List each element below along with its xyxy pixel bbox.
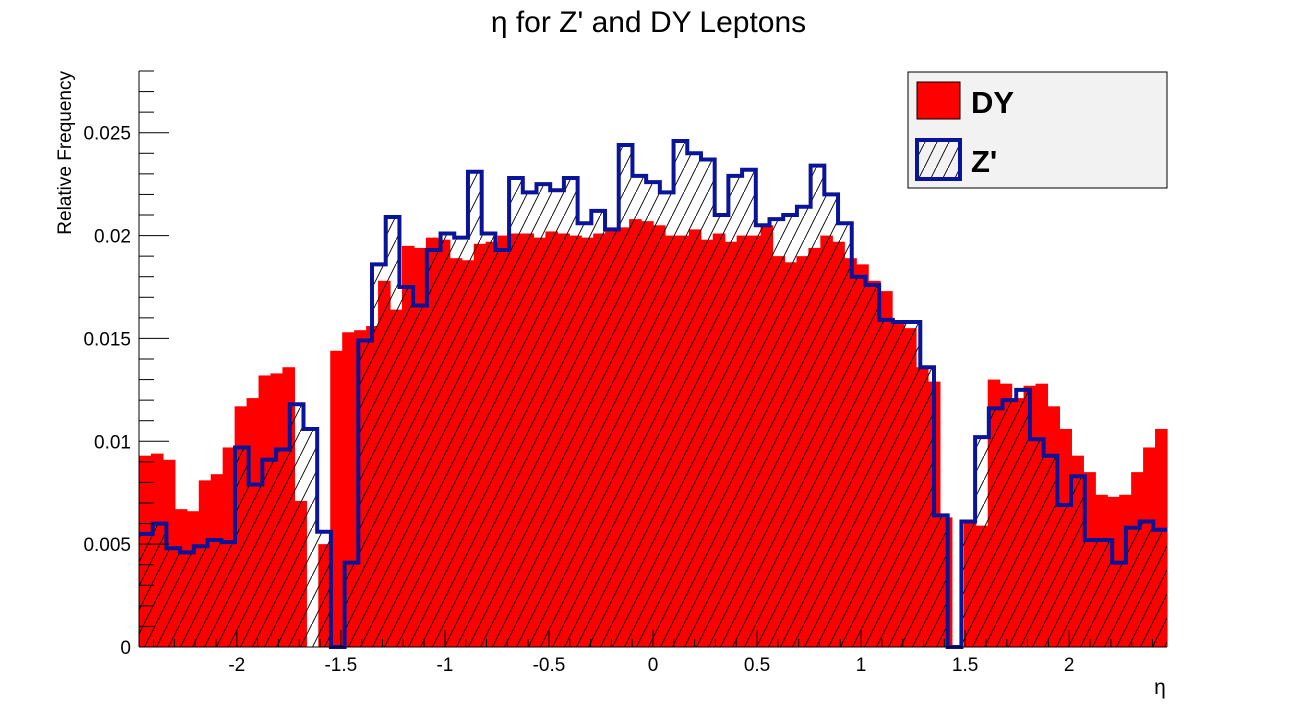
legend-dy-label: DY xyxy=(971,85,1014,120)
x-tick-label: -2 xyxy=(228,655,245,676)
legend-dy-swatch xyxy=(916,81,961,120)
chart-title: η for Z' and DY Leptons xyxy=(490,6,807,39)
zprime-hatch-area xyxy=(139,140,1167,647)
y-tick-label: 0.01 xyxy=(94,432,131,453)
x-tick-label: 1.5 xyxy=(952,655,978,676)
axes-layer: -2 -1.5 -1 -0.5 0 0.5 1 1.5 2 0 0.005 0.01 0.015 0.02… xyxy=(55,70,1167,699)
legend-zprime-swatch xyxy=(915,138,962,181)
dy-bar xyxy=(330,350,343,647)
x-tick-label: 0 xyxy=(648,655,659,676)
x-tick-label: -1 xyxy=(436,655,453,676)
legend-zprime-label: Z' xyxy=(971,144,997,179)
x-tick-label: 0.5 xyxy=(744,655,770,676)
x-axis-label: η xyxy=(1154,676,1166,699)
y-tick-label: 0.02 xyxy=(94,227,131,248)
y-tick-label: 0.025 xyxy=(83,124,131,145)
x-tick-label: 2 xyxy=(1064,655,1075,676)
zprime-outline xyxy=(139,138,1167,649)
x-tick-label: -0.5 xyxy=(533,655,566,676)
zprime-series xyxy=(139,138,1167,649)
x-tick-label: 1 xyxy=(856,655,867,676)
legend: DY Z' xyxy=(907,71,1168,189)
x-tick-label: -1.5 xyxy=(324,655,357,676)
y-tick-label: 0.005 xyxy=(83,535,131,556)
y-tick-label: 0 xyxy=(120,638,131,659)
y-axis-label: Relative Frequency xyxy=(55,71,76,235)
y-tick-label: 0.015 xyxy=(83,329,131,350)
